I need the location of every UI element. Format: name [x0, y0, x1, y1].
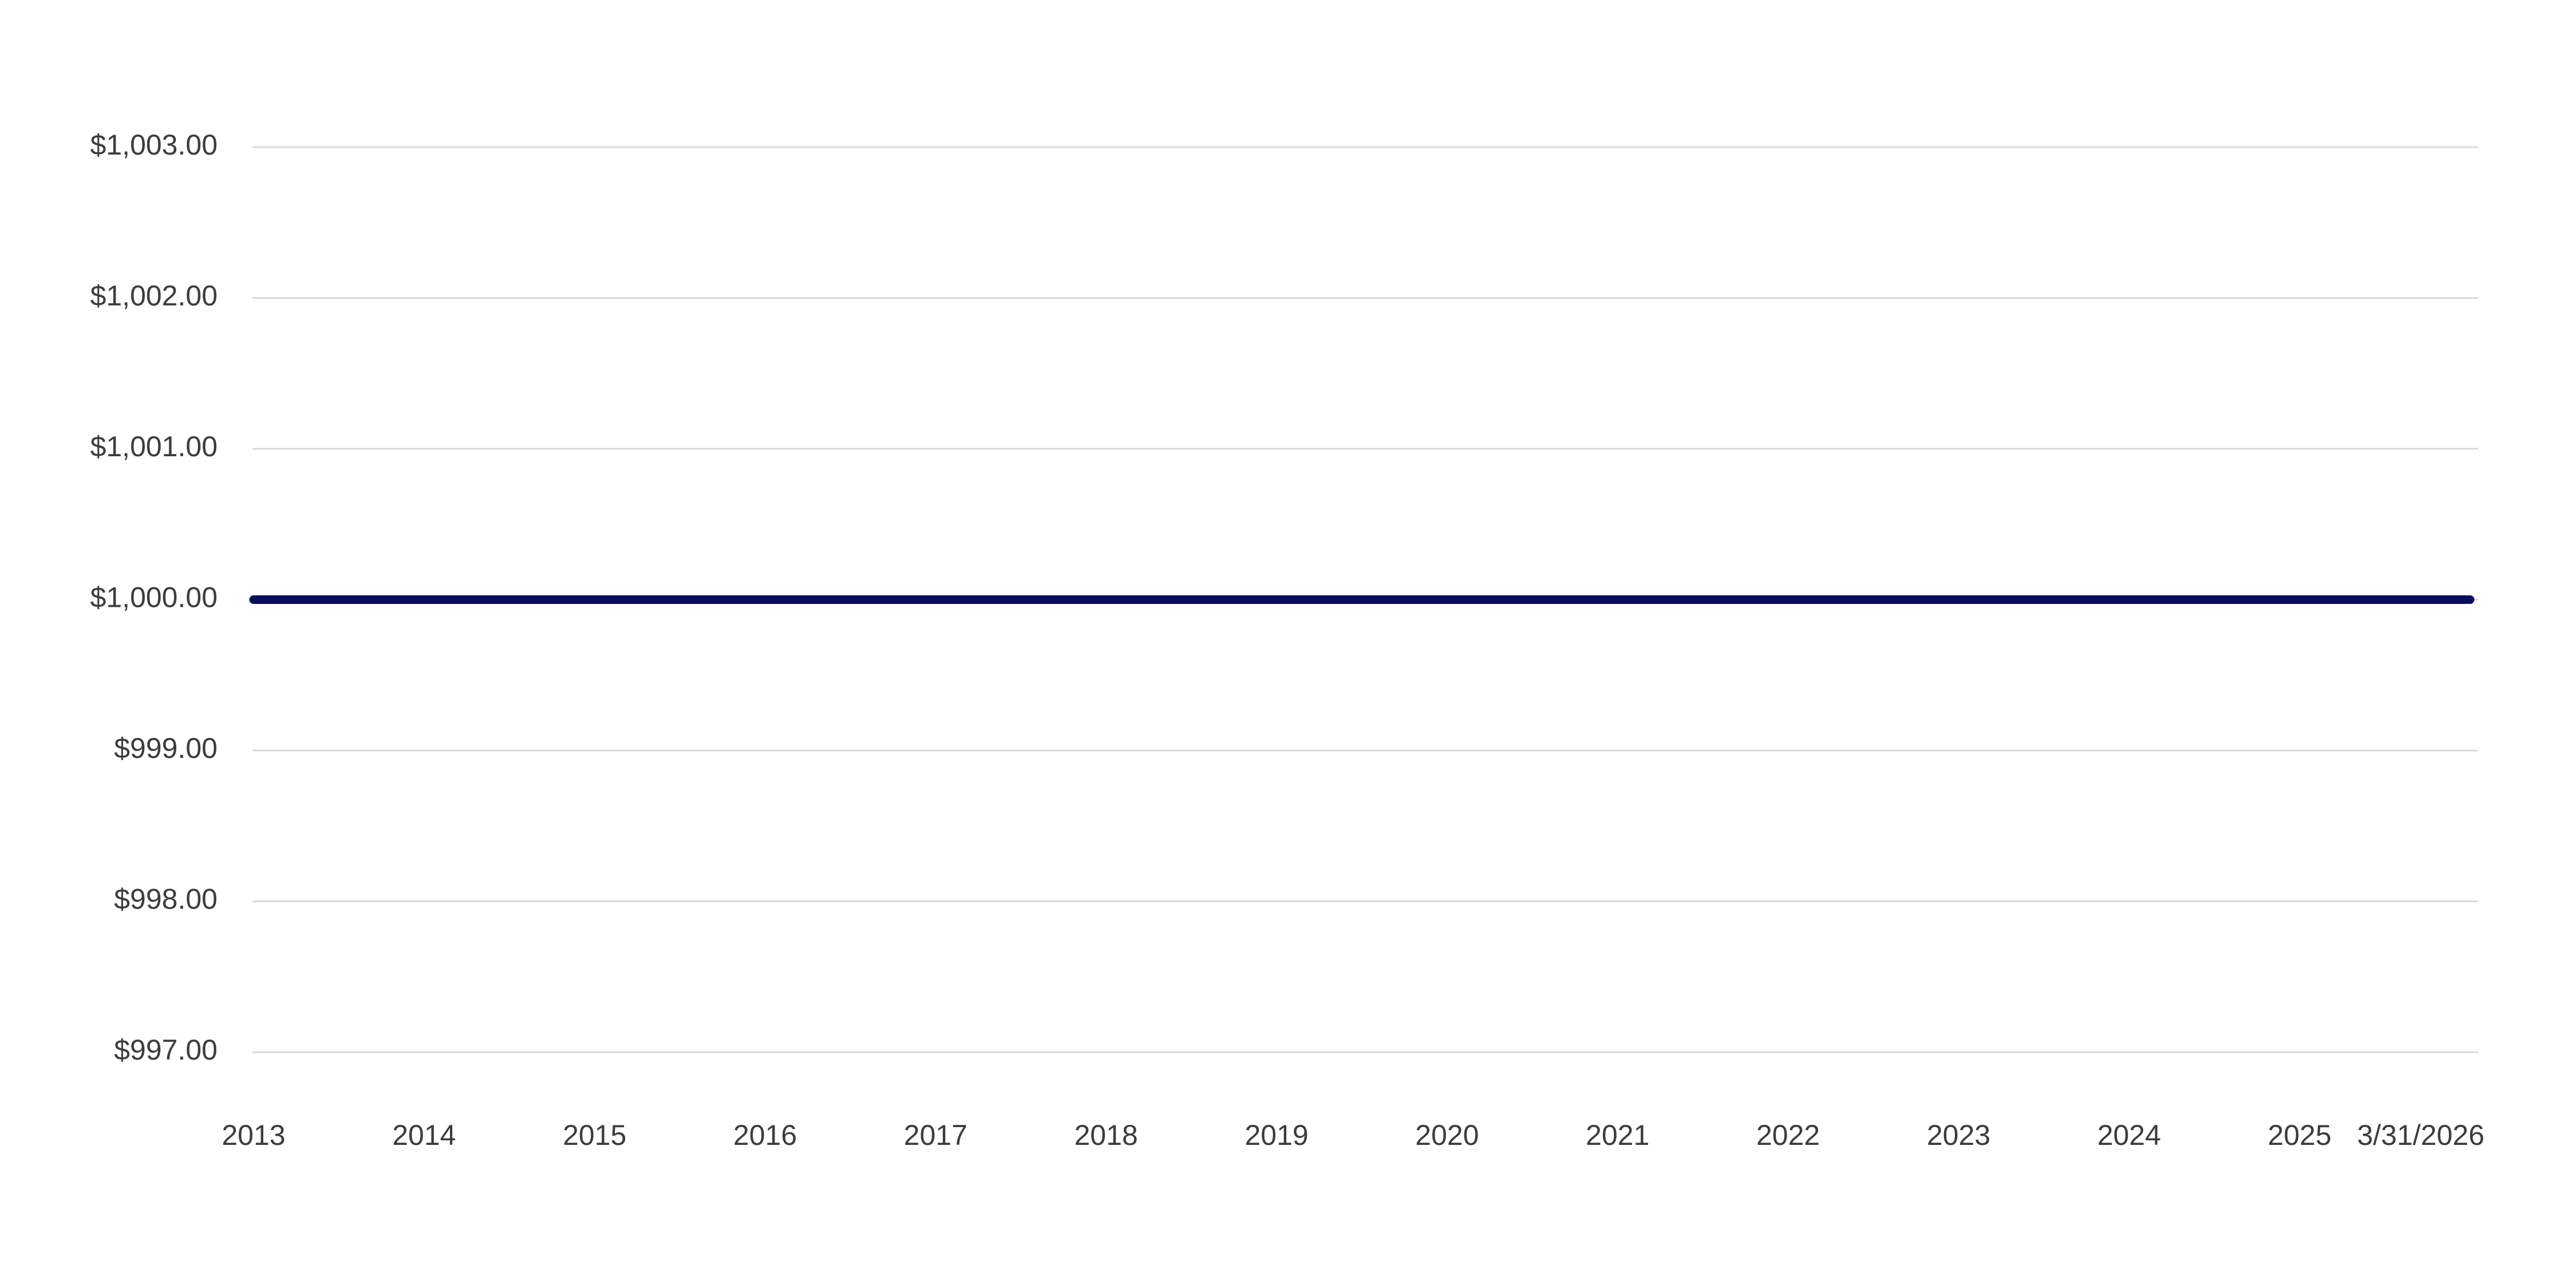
x-tick-label: 3/31/2026: [2357, 1119, 2484, 1151]
x-tick-label: 2013: [222, 1119, 285, 1151]
x-tick-label: 2020: [1415, 1119, 1479, 1151]
x-tick-label: 2021: [1586, 1119, 1649, 1151]
y-axis-tick-labels: $1,003.00 $1,002.00 $1,001.00 $1,000.00 $999…: [90, 129, 218, 1066]
x-tick-label: 2017: [904, 1119, 967, 1151]
x-tick-label: 2014: [392, 1119, 456, 1151]
x-tick-label: 2022: [1756, 1119, 1820, 1151]
x-tick-label: 2019: [1244, 1119, 1308, 1151]
y-tick-label: $1,002.00: [90, 280, 218, 312]
x-tick-label: 2025: [2268, 1119, 2332, 1151]
x-tick-label: 2015: [563, 1119, 626, 1151]
y-tick-label: $999.00: [114, 732, 218, 764]
x-tick-label: 2023: [1927, 1119, 1990, 1151]
x-tick-label: 2018: [1074, 1119, 1138, 1151]
x-tick-label: 2016: [733, 1119, 797, 1151]
x-tick-label: 2024: [2097, 1119, 2161, 1151]
x-axis-tick-labels: 2013 2014 2015 2016 2017 2018 2019 2020 2021 2022…: [222, 1119, 2484, 1151]
y-tick-label: $1,003.00: [90, 129, 218, 161]
y-tick-label: $1,000.00: [90, 582, 218, 614]
y-tick-label: $1,001.00: [90, 430, 218, 463]
y-tick-label: $997.00: [114, 1034, 218, 1066]
y-tick-label: $998.00: [114, 883, 218, 915]
